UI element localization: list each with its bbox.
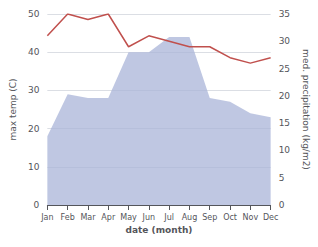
svg-text:Aug: Aug xyxy=(182,213,198,222)
svg-text:30: 30 xyxy=(279,36,291,46)
svg-text:Feb: Feb xyxy=(61,213,75,222)
svg-text:0: 0 xyxy=(34,200,40,210)
svg-text:Mar: Mar xyxy=(80,213,96,222)
svg-text:May: May xyxy=(120,213,137,222)
svg-text:med. precipitation (kg/m2): med. precipitation (kg/m2) xyxy=(301,49,311,170)
svg-text:25: 25 xyxy=(279,64,290,74)
svg-text:Jul: Jul xyxy=(163,213,174,222)
svg-text:30: 30 xyxy=(28,85,40,95)
svg-text:50: 50 xyxy=(28,9,40,19)
svg-text:10: 10 xyxy=(28,162,40,172)
svg-text:5: 5 xyxy=(279,173,285,183)
svg-text:15: 15 xyxy=(279,118,290,128)
svg-text:0: 0 xyxy=(279,200,285,210)
svg-text:Sep: Sep xyxy=(202,213,217,222)
svg-text:10: 10 xyxy=(279,145,291,155)
svg-text:Oct: Oct xyxy=(223,213,237,222)
svg-text:35: 35 xyxy=(279,9,290,19)
svg-text:20: 20 xyxy=(28,124,40,134)
svg-text:Dec: Dec xyxy=(263,213,278,222)
svg-text:Jun: Jun xyxy=(142,213,156,222)
svg-text:20: 20 xyxy=(279,91,291,101)
svg-text:40: 40 xyxy=(28,47,40,57)
svg-text:max temp (C): max temp (C) xyxy=(8,78,18,140)
svg-text:Apr: Apr xyxy=(101,213,116,222)
svg-text:date (month): date (month) xyxy=(126,225,193,235)
svg-text:Jan: Jan xyxy=(40,213,53,222)
svg-text:Nov: Nov xyxy=(243,213,259,222)
